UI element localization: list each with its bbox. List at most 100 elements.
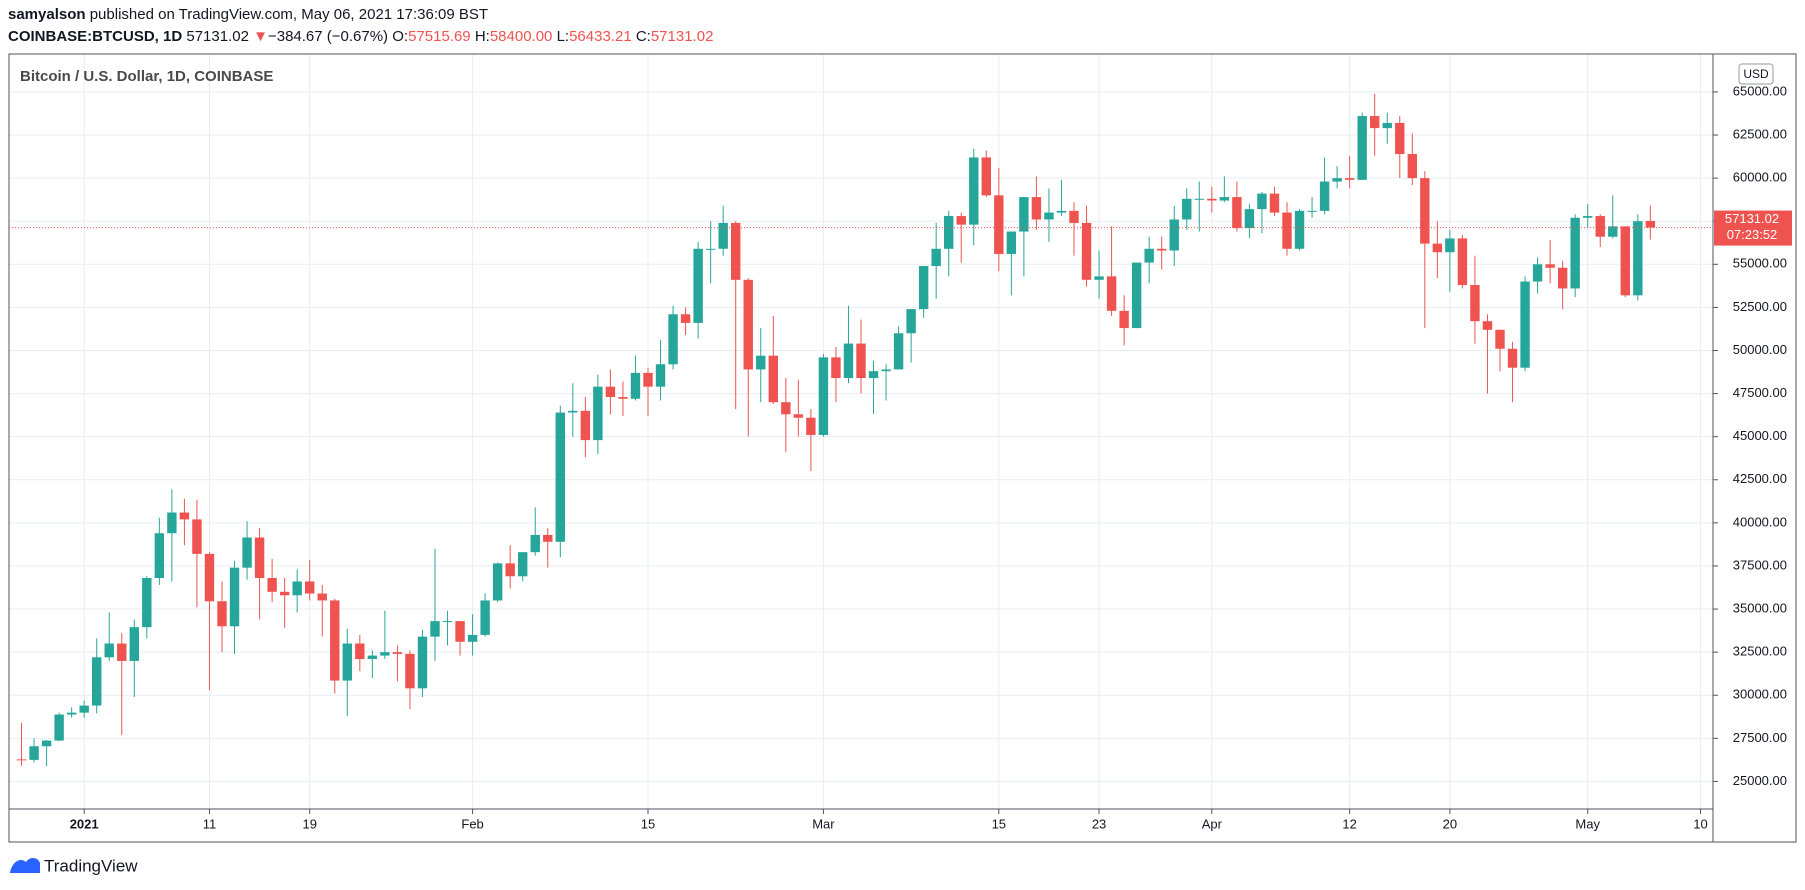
candle-body (342, 643, 352, 681)
candle-body (1157, 248, 1167, 251)
candle-body (1545, 264, 1555, 268)
overlay-layer: 25000.00 27500.00 30000.00 32500.00 35000.00… (9, 83, 1792, 831)
low-label: L: (556, 28, 570, 45)
candle-body (655, 364, 666, 387)
candle-body (1470, 284, 1480, 322)
candle-body (994, 195, 1004, 254)
x-tick-label: 19 (302, 816, 316, 831)
candle-body (41, 740, 52, 747)
candle-body (843, 343, 854, 379)
candle-body (1507, 348, 1518, 368)
candle-body (1520, 281, 1530, 368)
y-tick-label: 55000.00 (1733, 256, 1787, 271)
candle-body (1269, 193, 1280, 213)
candle-body (969, 157, 979, 225)
candle-body (1583, 216, 1593, 218)
candle-body (906, 309, 916, 334)
candle-body (1019, 197, 1029, 232)
change-arrow: ▼ (253, 28, 268, 45)
x-tick-label: 15 (641, 816, 655, 831)
candle-body (292, 581, 302, 596)
brand-icon (10, 857, 40, 873)
currency-box[interactable] (1738, 63, 1774, 85)
candle-body (480, 600, 490, 635)
candle-body (380, 652, 390, 656)
candle-body (142, 578, 152, 628)
candle-body (868, 371, 879, 379)
y-tick-label: 35000.00 (1733, 600, 1787, 615)
candle-body (543, 534, 553, 542)
candle-body (154, 533, 165, 579)
candle-body (918, 266, 929, 310)
candle-body (1570, 217, 1580, 289)
x-tick-label: 12 (1342, 816, 1356, 831)
y-tick-label: 65000.00 (1733, 83, 1787, 98)
x-tick-label: 20 (1443, 816, 1457, 831)
candle-body (29, 746, 39, 760)
candle-body (1407, 153, 1417, 179)
x-tick-label: Mar (812, 816, 835, 831)
x-tick-label: May (1575, 816, 1600, 831)
symbol[interactable]: COINBASE:BTCUSD, 1D (8, 28, 183, 45)
candle-body (229, 567, 240, 627)
candle-body (204, 553, 215, 602)
x-tick-label: 23 (1092, 816, 1106, 831)
candle-body (1332, 178, 1342, 182)
author[interactable]: samyalson (8, 6, 86, 23)
y-tick-label: 37500.00 (1733, 557, 1787, 572)
x-tick-label: 2021 (70, 816, 99, 831)
header: samyalson published on TradingView.com, … (8, 4, 713, 48)
publish-line: samyalson published on TradingView.com, … (8, 4, 713, 26)
published-text: published on TradingView.com, May 06, 20… (89, 6, 489, 23)
candle-body (1457, 238, 1468, 285)
candle-body (317, 593, 327, 601)
chart-title: Bitcoin / U.S. Dollar, 1D, COINBASE (20, 68, 273, 85)
open-value: 57515.69 (408, 28, 471, 45)
y-tick-label: 47500.00 (1733, 385, 1787, 400)
candle-body (1633, 221, 1643, 296)
candle-body (1257, 193, 1267, 210)
currency-label: USD (1743, 67, 1769, 81)
x-tick-label: 10 (1693, 816, 1707, 831)
candle-layer (16, 93, 1656, 767)
candle-body (1532, 264, 1543, 282)
candle-body (1620, 226, 1630, 296)
candle-body (1207, 198, 1217, 201)
y-tick-label: 60000.00 (1733, 170, 1787, 185)
candle-body (981, 157, 991, 196)
candle-body (355, 643, 365, 660)
candle-body (731, 222, 741, 280)
candle-body (279, 591, 290, 596)
countdown-label: 07:23:52 (1727, 227, 1778, 242)
candle-body (944, 216, 954, 249)
quote-line: COINBASE:BTCUSD, 1D 57131.02 ▼−384.67 (−… (8, 26, 713, 48)
candle-body (1432, 243, 1443, 253)
candle-body (1069, 210, 1079, 223)
candle-body (1119, 310, 1129, 329)
candle-body (330, 600, 340, 681)
brand-logo[interactable]: TradingView (10, 856, 138, 875)
close-value: 57131.02 (650, 28, 714, 45)
close-label: C: (635, 28, 651, 45)
y-tick-label: 42500.00 (1733, 471, 1787, 486)
y-tick-label: 52500.00 (1733, 299, 1787, 314)
candle-body (217, 601, 227, 627)
candle-body (931, 248, 941, 267)
open-label: O: (392, 28, 409, 45)
candle-body (555, 412, 565, 542)
brand-name: TradingView (44, 856, 138, 875)
candle-body (54, 714, 64, 741)
low-value: 56433.21 (569, 28, 632, 45)
candle-body (104, 643, 114, 658)
candle-body (1445, 238, 1455, 253)
candle-body (16, 759, 27, 761)
candle-body (1094, 276, 1104, 280)
candle-body (693, 248, 703, 323)
candle-body (417, 636, 428, 689)
candle-body (1244, 209, 1255, 229)
candle-body (192, 519, 202, 554)
candle-body (1382, 122, 1392, 129)
candle-body (1344, 178, 1355, 180)
candle-body (1182, 198, 1192, 220)
